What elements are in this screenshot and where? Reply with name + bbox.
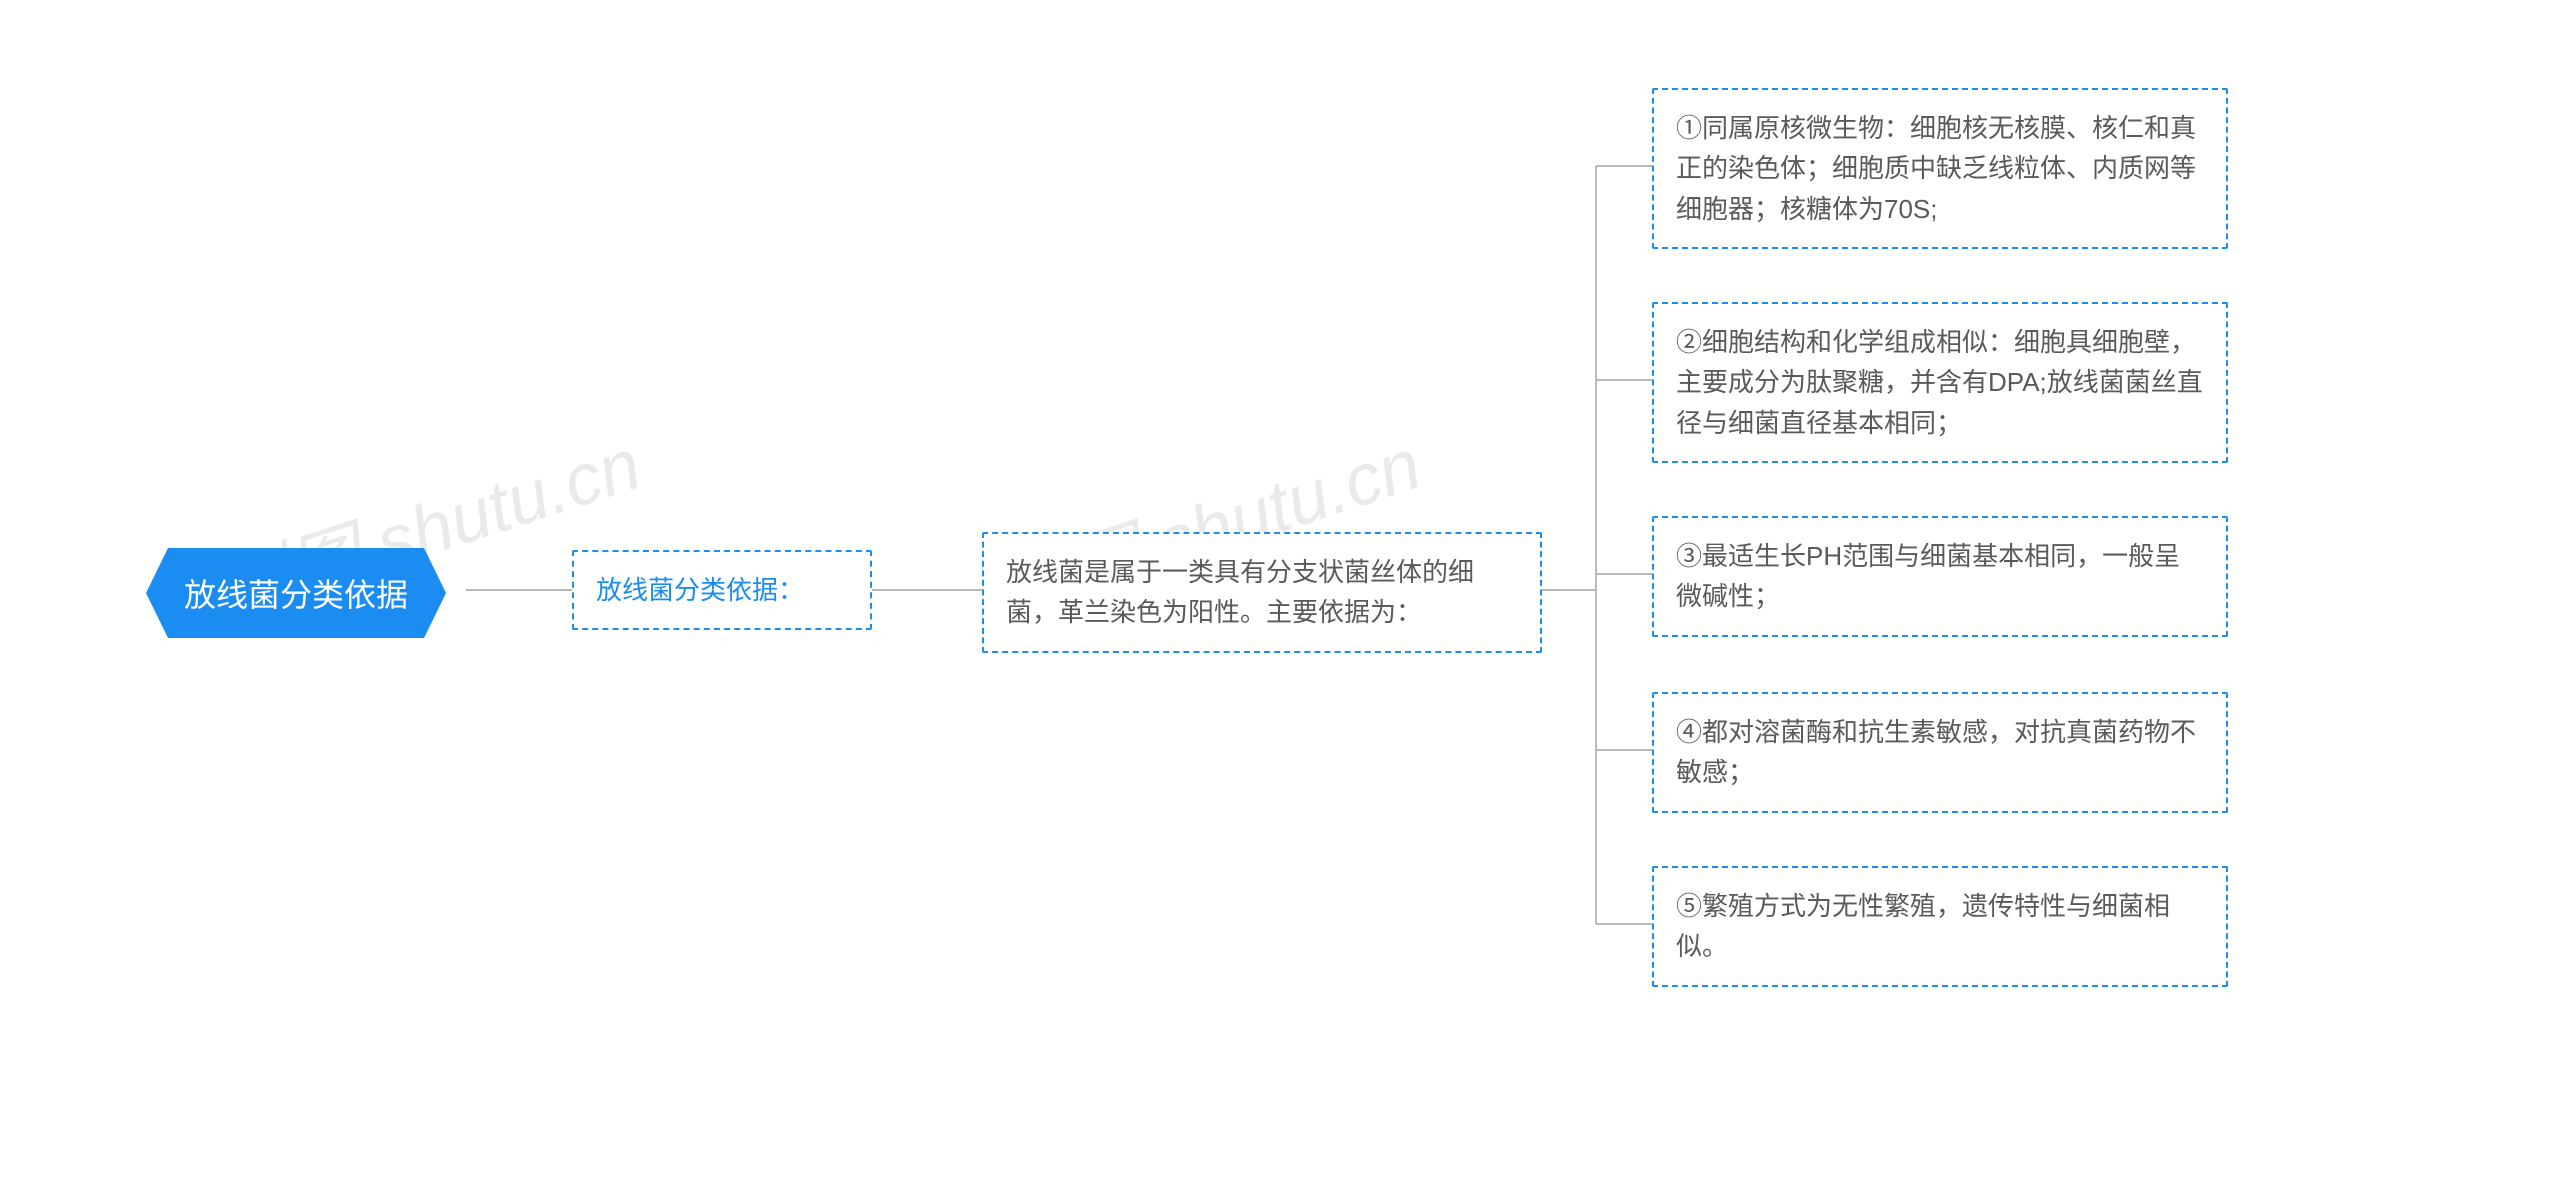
leaf-node-1[interactable]: ①同属原核微生物：细胞核无核膜、核仁和真正的染色体；细胞质中缺乏线粒体、内质网等… bbox=[1652, 88, 2228, 249]
leaf-node-5[interactable]: ⑤繁殖方式为无性繁殖，遗传特性与细菌相似。 bbox=[1652, 866, 2228, 987]
leaf-node-4[interactable]: ④都对溶菌酶和抗生素敏感，对抗真菌药物不敏感； bbox=[1652, 692, 2228, 813]
leaf-node-2[interactable]: ②细胞结构和化学组成相似：细胞具细胞壁，主要成分为肽聚糖，并含有DPA;放线菌菌… bbox=[1652, 302, 2228, 463]
branch-node-level2[interactable]: 放线菌是属于一类具有分支状菌丝体的细菌，革兰染色为阳性。主要依据为： bbox=[982, 532, 1542, 653]
mindmap-stage: 树图 shutu.cn 树图 shutu.cn 放线菌分类依据 放线菌分类依据：… bbox=[0, 0, 2560, 1181]
leaf-node-3[interactable]: ③最适生长PH范围与细菌基本相同，一般呈微碱性； bbox=[1652, 516, 2228, 637]
root-node[interactable]: 放线菌分类依据 bbox=[146, 548, 446, 638]
branch-node-level1[interactable]: 放线菌分类依据： bbox=[572, 550, 872, 630]
